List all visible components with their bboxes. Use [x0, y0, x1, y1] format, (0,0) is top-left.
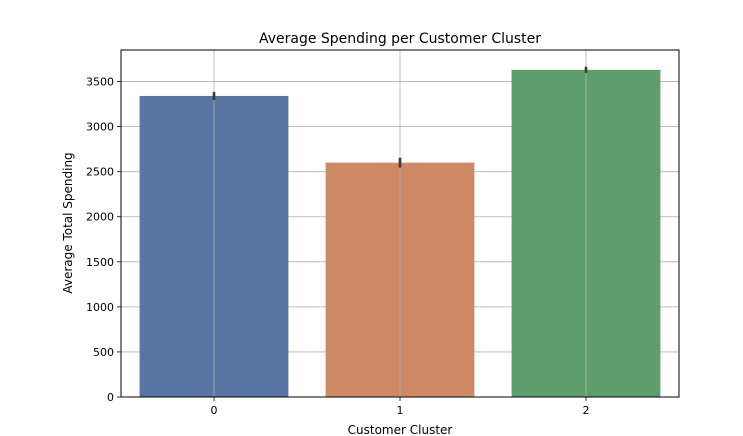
y-axis-ticks: 0 500 1000 1500 2000 2500 3000 3500 — [86, 76, 121, 404]
y-tick-label: 0 — [107, 391, 114, 404]
x-axis-ticks: 0 1 2 — [211, 397, 590, 417]
y-axis-label: Average Total Spending — [61, 152, 75, 293]
y-tick-label: 2000 — [86, 211, 114, 224]
x-tick-label: 0 — [211, 404, 218, 417]
x-tick-label: 1 — [397, 404, 404, 417]
y-tick-label: 1500 — [86, 256, 114, 269]
x-axis-label: Customer Cluster — [348, 423, 453, 436]
y-tick-label: 500 — [93, 346, 114, 359]
error-bars — [212, 66, 588, 168]
chart-title: Average Spending per Customer Cluster — [259, 31, 541, 47]
vertical-gridlines — [213, 50, 587, 397]
y-tick-label: 1000 — [86, 301, 114, 314]
x-tick-label: 2 — [583, 404, 590, 417]
y-tick-label: 3500 — [86, 76, 114, 89]
y-tick-label: 3000 — [86, 121, 114, 134]
y-tick-label: 2500 — [86, 166, 114, 179]
